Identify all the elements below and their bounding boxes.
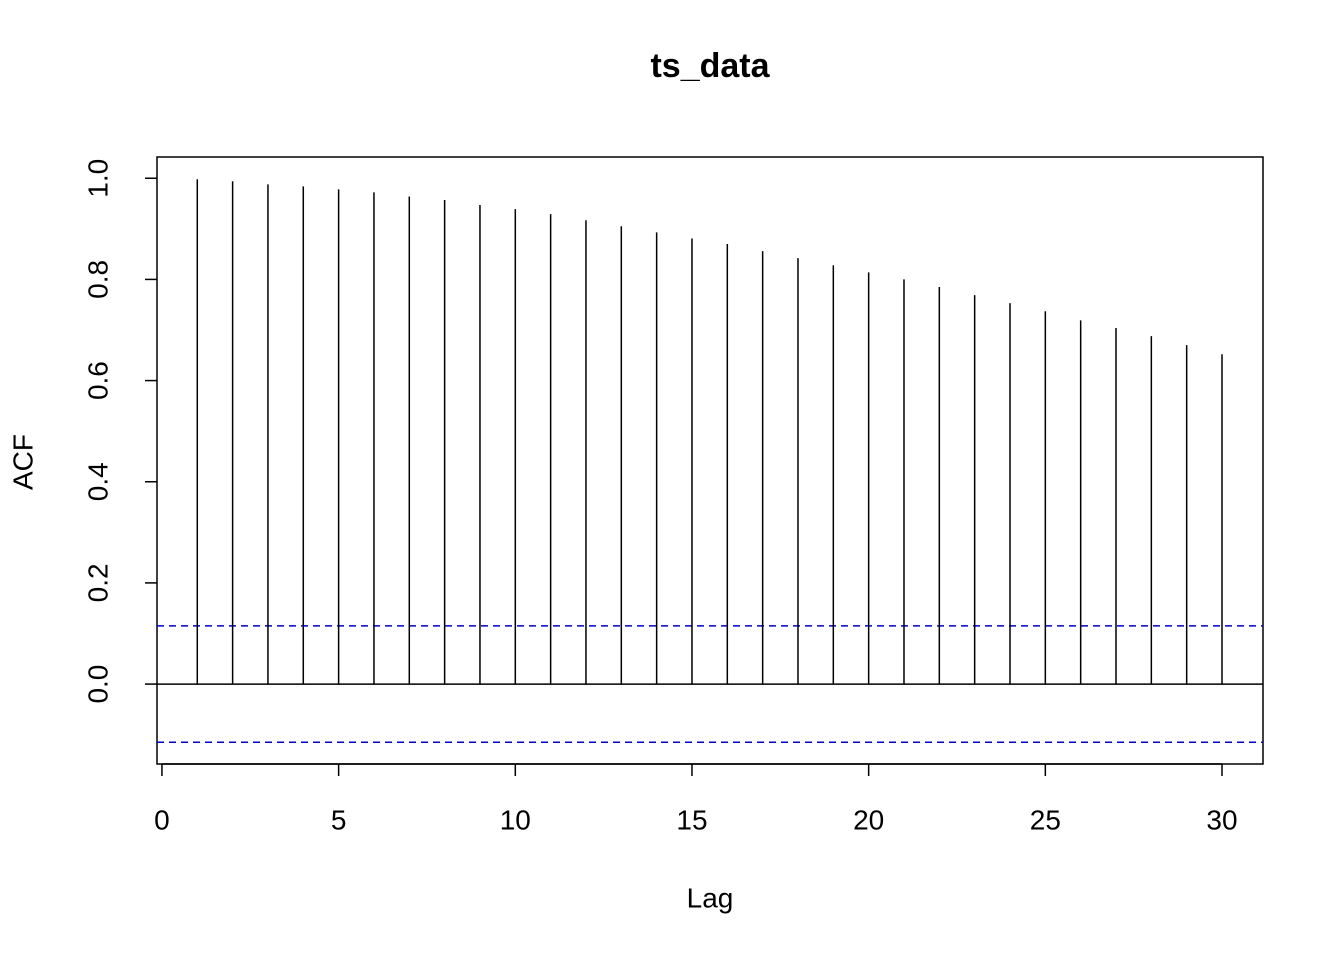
- y-tick-label: 0.6: [82, 361, 113, 400]
- x-tick-label: 0: [154, 804, 170, 835]
- x-tick-label: 15: [676, 804, 707, 835]
- chart-title: ts_data: [650, 47, 770, 85]
- y-tick-label: 0.8: [82, 260, 113, 299]
- y-tick-label: 0.4: [82, 462, 113, 501]
- x-tick-label: 20: [853, 804, 884, 835]
- y-axis-label: ACF: [7, 434, 38, 490]
- plot-box: [156, 156, 1264, 765]
- x-tick-label: 30: [1206, 804, 1237, 835]
- x-tick-label: 25: [1030, 804, 1061, 835]
- x-axis-label: Lag: [687, 882, 734, 913]
- x-tick-label: 10: [500, 804, 531, 835]
- x-tick-label: 5: [331, 804, 347, 835]
- y-tick-label: 1.0: [82, 159, 113, 198]
- y-tick-label: 0.0: [82, 665, 113, 704]
- y-tick-label: 0.2: [82, 563, 113, 602]
